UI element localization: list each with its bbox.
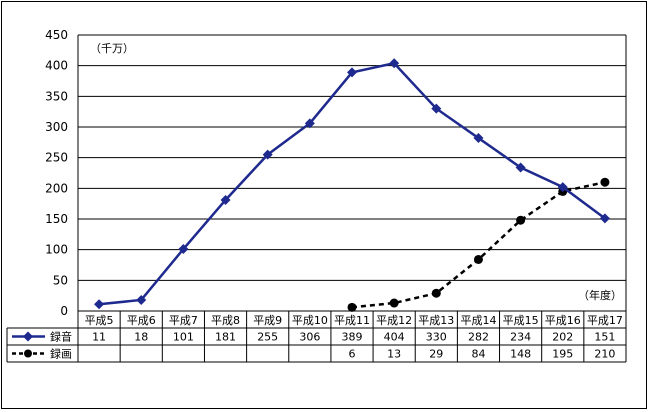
x-tick-label: 平成9 [253, 314, 282, 327]
table-value: 389 [342, 331, 363, 344]
y-tick-label: 300 [45, 120, 68, 134]
legend-label: 録画 [50, 347, 72, 361]
data-point [599, 213, 610, 224]
legend-marker [23, 331, 33, 342]
y-tick-label: 150 [45, 212, 68, 226]
table-value: 195 [552, 348, 573, 361]
data-point [473, 254, 483, 264]
x-unit-label: （年度） [578, 288, 622, 302]
x-tick-label: 平成17 [587, 314, 623, 327]
y-tick-label: 0 [60, 304, 68, 318]
data-point [389, 58, 400, 69]
table-value: 210 [594, 348, 615, 361]
table-value: 101 [173, 331, 194, 344]
data-point [473, 133, 484, 144]
x-tick-label: 平成11 [334, 314, 370, 327]
table-value: 282 [468, 331, 489, 344]
x-tick-label: 平成13 [418, 314, 454, 327]
y-unit-label: （千万） [90, 42, 134, 55]
data-point [347, 302, 357, 312]
data-point [557, 182, 568, 193]
table-value: 404 [384, 331, 405, 344]
table-value: 202 [552, 331, 573, 344]
data-point [262, 149, 273, 160]
table-value: 234 [510, 331, 531, 344]
y-tick-label: 400 [45, 59, 68, 73]
legend-label: 録音 [50, 330, 72, 344]
x-tick-label: 平成10 [292, 314, 328, 327]
series-line-video [351, 180, 606, 309]
x-tick-label: 平成8 [211, 314, 240, 327]
legend-marker [24, 349, 32, 358]
data-point [94, 299, 105, 310]
table-value: 84 [471, 348, 485, 361]
y-tick-label: 100 [45, 243, 68, 257]
table-value: 306 [299, 331, 320, 344]
data-point [178, 244, 189, 255]
x-tick-label: 平成7 [169, 314, 198, 327]
data-point [389, 298, 399, 308]
y-tick-label: 50 [53, 273, 68, 287]
data-point [515, 162, 526, 173]
data-point [516, 215, 526, 225]
x-tick-label: 平成6 [127, 314, 156, 327]
y-tick-label: 200 [45, 181, 68, 195]
table-value: 255 [257, 331, 278, 344]
table-value: 29 [429, 348, 443, 361]
y-tick-label: 450 [45, 28, 68, 42]
table-value: 6 [349, 348, 356, 361]
table-value: 330 [426, 331, 447, 344]
x-tick-label: 平成5 [85, 314, 114, 327]
table-value: 13 [387, 348, 401, 361]
data-point [431, 288, 441, 298]
data-point [220, 194, 231, 205]
x-tick-label: 平成16 [545, 314, 581, 327]
data-point [136, 294, 147, 305]
y-tick-label: 250 [45, 151, 68, 165]
table-value: 151 [594, 331, 615, 344]
x-tick-label: 平成15 [503, 314, 539, 327]
data-point [600, 177, 610, 187]
series-line-recording [98, 61, 606, 306]
x-tick-label: 平成14 [460, 314, 496, 327]
data-point [347, 67, 357, 78]
y-tick-label: 350 [45, 89, 68, 103]
table-value: 148 [510, 348, 531, 361]
table-value: 11 [92, 331, 106, 344]
data-point [431, 103, 442, 114]
x-tick-label: 平成12 [376, 314, 412, 327]
table-value: 18 [134, 331, 148, 344]
data-point [304, 118, 315, 129]
table-value: 181 [215, 331, 236, 344]
